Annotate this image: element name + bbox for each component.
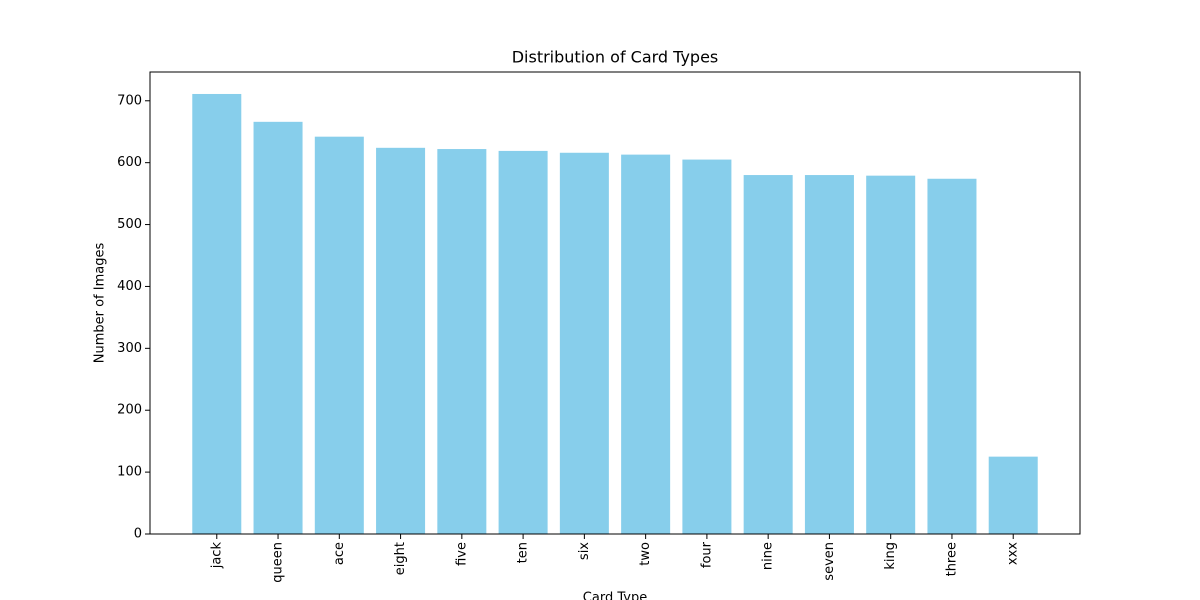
- bar: [988, 456, 1038, 534]
- x-tick-label: nine: [761, 542, 776, 570]
- y-tick-label: 300: [117, 341, 142, 356]
- x-tick-label: eight: [393, 542, 408, 575]
- x-tick-label: five: [454, 542, 469, 566]
- bar: [314, 136, 364, 534]
- bar: [866, 175, 916, 534]
- bar: [743, 175, 793, 535]
- bar: [253, 121, 303, 534]
- x-tick-label: jack: [209, 542, 224, 570]
- x-tick-label: six: [577, 542, 592, 560]
- bar: [498, 150, 548, 534]
- x-tick-label: king: [883, 542, 898, 570]
- x-tick-label: seven: [822, 542, 837, 581]
- x-tick-label: xxx: [1006, 542, 1021, 565]
- x-tick-label: two: [638, 542, 653, 566]
- y-tick-label: 400: [117, 279, 142, 294]
- y-axis-label: Number of Images: [93, 243, 108, 364]
- plot-frame: [149, 71, 1081, 535]
- y-tick-label: 100: [117, 465, 142, 480]
- y-tick-label: 0: [134, 527, 142, 542]
- x-tick-label: ace: [332, 542, 347, 565]
- x-tick-label: three: [944, 542, 959, 576]
- y-tick-label: 700: [117, 93, 142, 108]
- bar: [376, 147, 426, 535]
- bar: [927, 178, 977, 534]
- bar: [804, 175, 854, 535]
- bar: [437, 149, 487, 534]
- chart-title: Distribution of Card Types: [512, 48, 719, 67]
- bar: [682, 159, 732, 534]
- x-tick-label: queen: [271, 542, 286, 583]
- x-tick-label: four: [699, 541, 714, 568]
- y-tick-label: 200: [117, 403, 142, 418]
- x-tick-label: ten: [516, 542, 531, 563]
- bar: [192, 93, 242, 535]
- y-tick-label: 500: [117, 217, 142, 232]
- x-axis-label: Card Type: [583, 591, 647, 600]
- y-tick-label: 600: [117, 155, 142, 170]
- bar: [559, 152, 609, 535]
- bar: [621, 154, 671, 534]
